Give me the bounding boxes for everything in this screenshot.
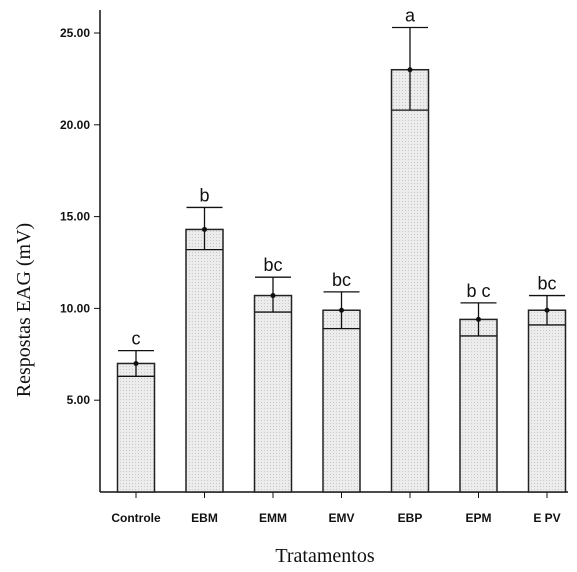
bars [116, 26, 567, 493]
mean-point [407, 67, 413, 73]
bar [185, 228, 224, 493]
y-tick-label: 15.00 [60, 210, 90, 224]
bar [527, 309, 567, 493]
significance-label: c [132, 329, 141, 349]
x-tick-label: EBM [191, 511, 218, 525]
x-tick-label: EMV [328, 511, 354, 525]
x-axis-title: Tratamentos [275, 545, 374, 567]
y-tick-label: 20.00 [60, 118, 90, 132]
bar [322, 309, 361, 493]
y-tick-label: 25.00 [60, 26, 90, 40]
bar [116, 362, 156, 493]
labels: 5.00 10.00 15.00 20.00 25.00 Controle c EBM b EMM… [60, 5, 561, 525]
x-tick-label: E PV [533, 511, 560, 525]
significance-label: a [405, 5, 416, 25]
x-tick-label: EMM [259, 511, 287, 525]
mean-point [202, 226, 207, 232]
x-tick-label: EPM [465, 511, 491, 525]
y-tick-label: 10.00 [60, 301, 90, 315]
mean-point [544, 307, 550, 313]
mean-point [133, 360, 139, 366]
y-tick-label: 5.00 [67, 393, 91, 407]
x-tick-label: EBP [398, 511, 423, 525]
x-tick-label: Controle [111, 511, 161, 525]
y-axis-title: Respostas EAG (mV) [13, 223, 35, 397]
mean-point [476, 316, 481, 322]
bar [459, 318, 498, 493]
mean-point [270, 293, 276, 299]
significance-label: bc [263, 255, 282, 275]
significance-label: bc [332, 270, 351, 290]
significance-label: b c [466, 281, 490, 301]
significance-label: b [199, 185, 209, 205]
bar [253, 294, 293, 493]
mean-point [339, 307, 344, 313]
bar [390, 68, 430, 493]
significance-label: bc [537, 274, 556, 294]
